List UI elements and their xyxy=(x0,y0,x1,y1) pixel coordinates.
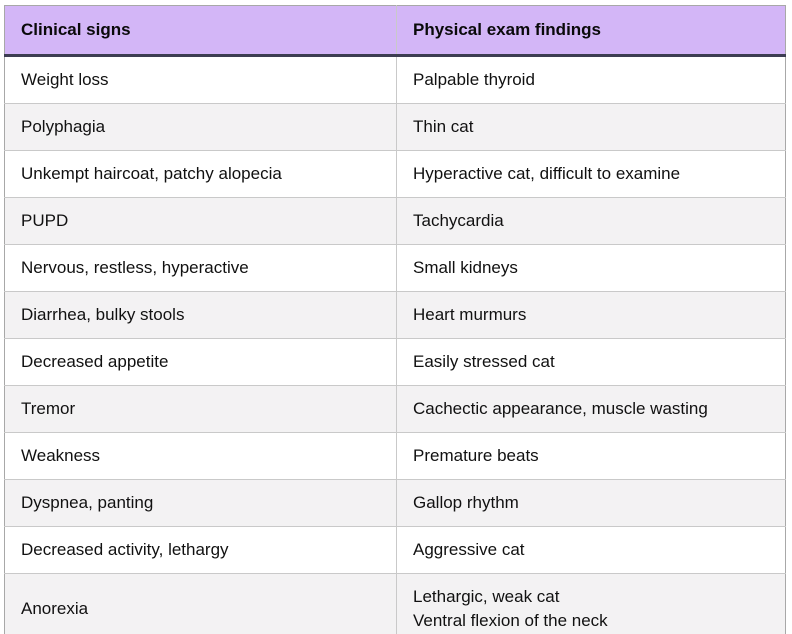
table-row: Decreased activity, lethargy Aggressive c… xyxy=(4,526,786,574)
clinical-sign-cell: Tremor xyxy=(4,385,397,433)
clinical-sign-cell: Nervous, restless, hyperactive xyxy=(4,244,397,292)
exam-finding-cell: Premature beats xyxy=(396,432,786,480)
clinical-sign-cell: PUPD xyxy=(4,197,397,245)
table-row: Polyphagia Thin cat xyxy=(4,103,786,151)
clinical-signs-table: Clinical signs Physical exam findings We… xyxy=(4,5,786,634)
table-row: Weight loss Palpable thyroid xyxy=(4,55,786,104)
clinical-sign-cell: Diarrhea, bulky stools xyxy=(4,291,397,339)
table-row: Unkempt haircoat, patchy alopecia Hyperac… xyxy=(4,150,786,198)
table-row: Dyspnea, panting Gallop rhythm xyxy=(4,479,786,527)
clinical-sign-cell: Anorexia xyxy=(4,573,397,634)
exam-finding-cell: Small kidneys xyxy=(396,244,786,292)
table-row: Diarrhea, bulky stools Heart murmurs xyxy=(4,291,786,339)
clinical-sign-cell: Unkempt haircoat, patchy alopecia xyxy=(4,150,397,198)
clinical-sign-cell: Decreased activity, lethargy xyxy=(4,526,397,574)
table-row: Nervous, restless, hyperactive Small kidn… xyxy=(4,244,786,292)
table-header-row: Clinical signs Physical exam findings xyxy=(4,5,786,57)
table-row: Weakness Premature beats xyxy=(4,432,786,480)
exam-finding-cell: Cachectic appearance, muscle wasting xyxy=(396,385,786,433)
exam-finding-cell: Tachycardia xyxy=(396,197,786,245)
table-row: PUPD Tachycardia xyxy=(4,197,786,245)
table-row: Decreased appetite Easily stressed cat xyxy=(4,338,786,386)
clinical-sign-cell: Dyspnea, panting xyxy=(4,479,397,527)
table-body: Weight loss Palpable thyroid Polyphagia Thi… xyxy=(4,55,786,634)
clinical-sign-cell: Weakness xyxy=(4,432,397,480)
exam-finding-cell: Aggressive cat xyxy=(396,526,786,574)
exam-finding-cell: Hyperactive cat, difficult to examine xyxy=(396,150,786,198)
exam-finding-cell: Palpable thyroid xyxy=(396,55,786,104)
table-row: Tremor Cachectic appearance, muscle wasti… xyxy=(4,385,786,433)
column-header-clinical-signs: Clinical signs xyxy=(4,5,397,57)
exam-finding-cell: Thin cat xyxy=(396,103,786,151)
column-header-physical-exam-findings: Physical exam findings xyxy=(396,5,786,57)
clinical-sign-cell: Polyphagia xyxy=(4,103,397,151)
exam-finding-cell: Easily stressed cat xyxy=(396,338,786,386)
clinical-sign-cell: Weight loss xyxy=(4,55,397,104)
clinical-sign-cell: Decreased appetite xyxy=(4,338,397,386)
table-row: Anorexia Lethargic, weak cat Ventral flex… xyxy=(4,573,786,634)
exam-finding-cell: Lethargic, weak cat Ventral flexion of t… xyxy=(396,573,786,634)
exam-finding-cell: Gallop rhythm xyxy=(396,479,786,527)
exam-finding-cell: Heart murmurs xyxy=(396,291,786,339)
